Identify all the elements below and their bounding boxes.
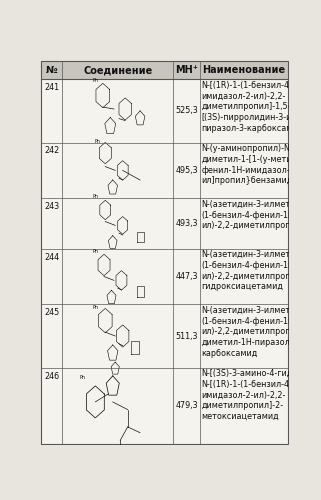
Text: Наименование: Наименование: [202, 65, 285, 75]
Text: 525,3: 525,3: [175, 106, 198, 116]
Text: 243: 243: [44, 202, 59, 211]
Text: Ph: Ph: [95, 140, 101, 144]
Text: N-(азетидин-3-илметил)-N-[(1R)-1-
(1-бензил-4-фенил-1H-имидазол-2-
ил)-2,2-димет: N-(азетидин-3-илметил)-N-[(1R)-1- (1-бен…: [202, 250, 321, 292]
Text: Ph: Ph: [80, 375, 86, 380]
Text: N-(азетидин-3-илметил)-N-[(1R)-1-
(1-бензил-4-фенил-1H-имидазол-2-
ил)-2,2-димет: N-(азетидин-3-илметил)-N-[(1R)-1- (1-бен…: [202, 306, 321, 358]
Text: Соединение: Соединение: [83, 65, 152, 75]
Bar: [41, 248, 288, 304]
Bar: [41, 368, 288, 444]
Text: 495,3: 495,3: [175, 166, 198, 175]
Text: 245: 245: [44, 308, 59, 317]
Text: N-[(1R)-1-(1-бензил-4-фенил-1H-
имидазол-2-ил)-2,2-
диметилпропил]-1,5-диметил-N: N-[(1R)-1-(1-бензил-4-фенил-1H- имидазол…: [202, 81, 321, 133]
Bar: [41, 61, 288, 79]
Text: MH⁺: MH⁺: [175, 65, 198, 75]
Text: 244: 244: [44, 252, 59, 262]
Bar: [41, 79, 288, 142]
Text: 447,3: 447,3: [176, 272, 198, 281]
Text: Ph: Ph: [92, 194, 98, 200]
Text: Ph: Ph: [92, 305, 98, 310]
Text: 479,3: 479,3: [175, 402, 198, 410]
Text: 246: 246: [44, 372, 59, 380]
Text: 493,3: 493,3: [176, 219, 198, 228]
Text: Ph: Ph: [92, 250, 98, 254]
Bar: [41, 198, 288, 248]
Text: 511,3: 511,3: [176, 332, 198, 340]
Bar: [41, 304, 288, 368]
Bar: [41, 142, 288, 198]
Text: 242: 242: [44, 146, 59, 156]
Text: N-(у-аминопропил)-N-{(1R)-2,2-
диметил-1-[1-(у-метилбензил)-4-
фенил-1H-имидазол: N-(у-аминопропил)-N-{(1R)-2,2- диметил-1…: [202, 144, 321, 186]
Text: N-(азетидин-3-илметил)-N-[(1R)-1-
(1-бензил-4-фенил-1H-имидазол-2-
ил)-2,2-димет: N-(азетидин-3-илметил)-N-[(1R)-1- (1-бен…: [202, 200, 321, 230]
Text: N-[(3S)-3-амино-4-гидроксибутил]-
N-[(1R)-1-(1-бензил-4-фенил-1H-
имидазол-2-ил): N-[(3S)-3-амино-4-гидроксибутил]- N-[(1R…: [202, 369, 321, 421]
Text: Ph: Ph: [92, 78, 98, 83]
Text: №: №: [46, 65, 58, 75]
Text: 241: 241: [44, 83, 59, 92]
